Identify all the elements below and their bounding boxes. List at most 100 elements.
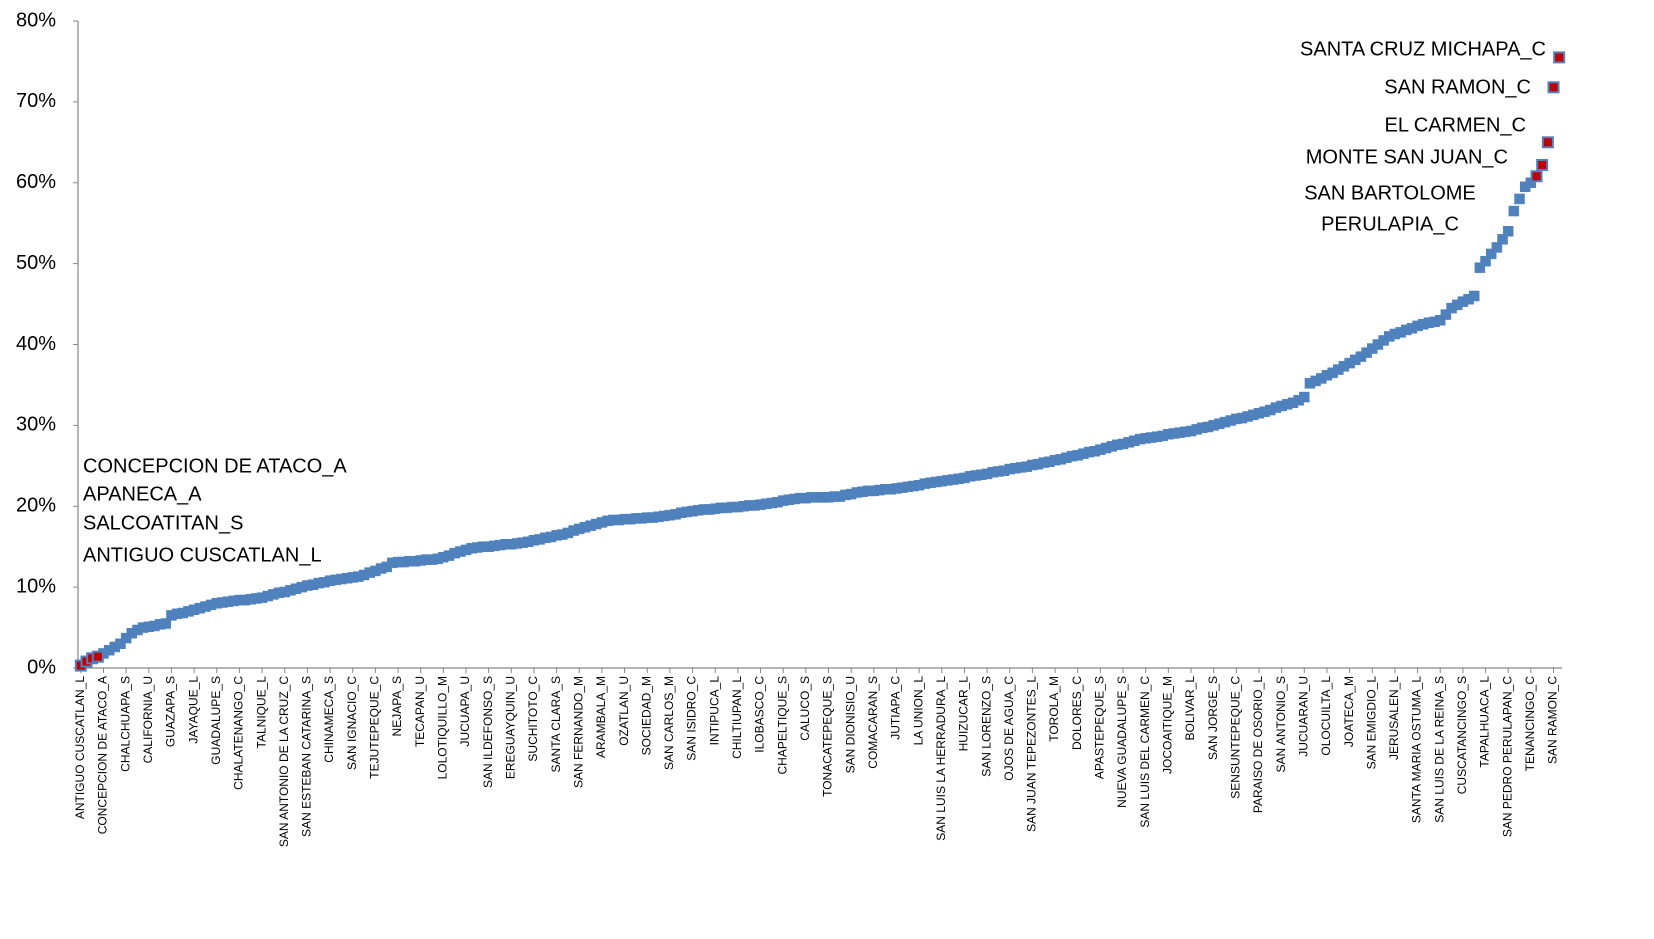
x-tick-label: SAN DIONISIO_U	[843, 676, 857, 773]
x-tick-label: SAN JUAN TEPEZONTES_L	[1025, 676, 1039, 832]
annotation: SALCOATITAN_S	[83, 512, 243, 534]
x-tick-label: SAN ANTONIO_S	[1274, 676, 1288, 772]
y-tick-label: 80%	[16, 9, 56, 31]
x-tick-label: NUEVA GUADALUPE_S	[1115, 676, 1129, 808]
x-tick-label: SANTA CLARA_S	[549, 676, 563, 772]
x-tick-label: SAN JORGE_S	[1206, 676, 1220, 760]
x-tick-label: OZATLAN_U	[617, 676, 631, 746]
x-tick-label: CHALATENANGO_C	[232, 676, 246, 790]
y-tick-label: 30%	[16, 414, 56, 436]
x-tick-label: TAPALHUACA_L	[1478, 676, 1492, 768]
marker	[160, 618, 172, 629]
marker	[1491, 242, 1503, 253]
x-tick-label: OLOCUILTA_L	[1319, 676, 1333, 756]
x-tick-label: BOLIVAR_L	[1183, 676, 1197, 741]
x-tick-label: CHALCHUAPA_S	[118, 676, 132, 772]
y-tick-label: 40%	[16, 333, 56, 355]
x-tick-label: INTIPUCA_L	[707, 676, 721, 746]
marker	[1474, 262, 1486, 273]
x-tick-label: JOCOAITIQUE_M	[1161, 676, 1175, 774]
x-tick-label: SAN ILDEFONSO_S	[481, 676, 495, 788]
x-tick-label: TALNIQUE_L	[254, 676, 268, 749]
marker	[1299, 391, 1310, 403]
marker	[1553, 51, 1566, 64]
x-tick-label: HUIZUCAR_L	[957, 676, 971, 752]
x-tick-label: ANTIGUO CUSCATLAN_L	[73, 676, 87, 819]
marker	[1434, 314, 1446, 326]
marker	[1480, 255, 1491, 267]
x-tick-label: SAN ANTONIO DE LA CRUZ_C	[277, 676, 291, 847]
x-tick-label: JAYAQUE_L	[186, 676, 200, 744]
x-tick-label: SENSUNTEPEQUE_C	[1228, 676, 1242, 799]
x-tick-label: TENANCINGO_C	[1523, 676, 1537, 772]
x-tick-label: CONCEPCION DE ATACO_A	[96, 676, 110, 834]
x-tick-label: SAN LUIS LA HERRADURA_L	[934, 676, 948, 841]
x-tick-label: SAN EMIGDIO_L	[1364, 676, 1378, 770]
x-tick-label: DOLORES_C	[1070, 676, 1084, 750]
annotation: PERULAPIA_C	[1321, 213, 1459, 235]
x-tick-label: LOLOTIQUILLO_M	[436, 676, 450, 779]
x-tick-label: SUCHITOTO_C	[526, 676, 540, 762]
marker	[1530, 170, 1543, 183]
x-tick-label: SAN PEDRO PERULAPAN_C	[1500, 676, 1514, 837]
x-tick-label: SAN LUIS DEL CARMEN_C	[1138, 676, 1152, 828]
annotation: SAN BARTOLOME	[1304, 182, 1476, 204]
y-tick-label: 50%	[16, 252, 56, 274]
x-tick-label: JUCUAPA_U	[458, 676, 472, 746]
x-tick-label: SAN FERNANDO_M	[571, 676, 585, 788]
marker	[91, 650, 104, 663]
marker	[1536, 158, 1549, 171]
x-tick-label: APASTEPEQUE_S	[1093, 676, 1107, 779]
x-tick-label: SANTA MARIA OSTUMA_L	[1410, 676, 1424, 823]
x-tick-label: JUTIAPA_C	[889, 676, 903, 740]
marker	[1541, 136, 1554, 149]
x-tick-label: SAN ESTEBAN CATARINA_S	[300, 676, 314, 837]
x-tick-label: GUAZAPA_S	[164, 676, 178, 747]
y-tick-label: 60%	[16, 171, 56, 193]
x-tick-label: CHAPELTIQUE_S	[775, 676, 789, 774]
x-tick-label: SAN ISIDRO_C	[685, 676, 699, 761]
x-tick-label: JUCUARAN_U	[1296, 676, 1310, 757]
x-tick-label: CALUCO_S	[798, 676, 812, 741]
x-tick-label: TONACATEPEQUE_S	[821, 676, 835, 797]
x-tick-label: TECAPAN_U	[413, 676, 427, 747]
marker	[1440, 309, 1452, 320]
y-tick-label: 70%	[16, 90, 56, 112]
marker	[1497, 234, 1508, 245]
x-tick-label: EREGUAYQUIN_U	[503, 676, 517, 779]
y-tick-label: 0%	[27, 656, 56, 678]
marker	[1468, 290, 1480, 302]
x-tick-label: PARAISO DE OSORIO_L	[1251, 676, 1265, 813]
x-tick-label: GUADALUPE_S	[209, 676, 223, 765]
x-tick-label: JERUSALEN_L	[1387, 676, 1401, 760]
marker	[1508, 205, 1520, 217]
y-tick-label: 10%	[16, 575, 56, 597]
marker	[115, 638, 126, 649]
marker	[1514, 193, 1525, 205]
x-tick-label: CUSCATANCINGO_S	[1455, 676, 1469, 794]
x-tick-label: LA UNION_L	[911, 676, 925, 746]
annotation: CONCEPCION DE ATACO_A	[83, 455, 347, 477]
annotation: EL CARMEN_C	[1384, 114, 1526, 136]
annotation: SANTA CRUZ MICHAPA_C	[1300, 38, 1546, 60]
x-tick-label: ILOBASCO_C	[753, 676, 767, 753]
x-tick-label: COMACARAN_S	[866, 676, 880, 769]
x-tick-label: SAN LORENZO_S	[979, 676, 993, 777]
annotation: MONTE SAN JUAN_C	[1306, 146, 1508, 168]
x-tick-label: NEJAPA_S	[390, 676, 404, 736]
marker	[1547, 81, 1560, 94]
x-tick-label: OJOS DE AGUA_C	[1002, 676, 1016, 781]
marker	[1485, 248, 1497, 260]
marker	[1502, 226, 1514, 237]
x-tick-label: CHILTIUPAN_L	[730, 676, 744, 759]
x-tick-label: SOCIEDAD_M	[639, 676, 653, 755]
x-tick-label: CALIFORNIA_U	[141, 676, 155, 763]
annotation: ANTIGUO CUSCATLAN_L	[83, 544, 322, 566]
x-tick-label: SAN IGNACIO_C	[345, 676, 359, 770]
x-tick-label: SAN LUIS DE LA REINA_S	[1432, 676, 1446, 823]
x-tick-label: CHINAMECA_S	[322, 676, 336, 763]
x-tick-label: JOATECA_M	[1342, 676, 1356, 747]
annotation: SAN RAMON_C	[1384, 76, 1531, 98]
x-tick-label: SAN RAMON_C	[1546, 676, 1560, 764]
